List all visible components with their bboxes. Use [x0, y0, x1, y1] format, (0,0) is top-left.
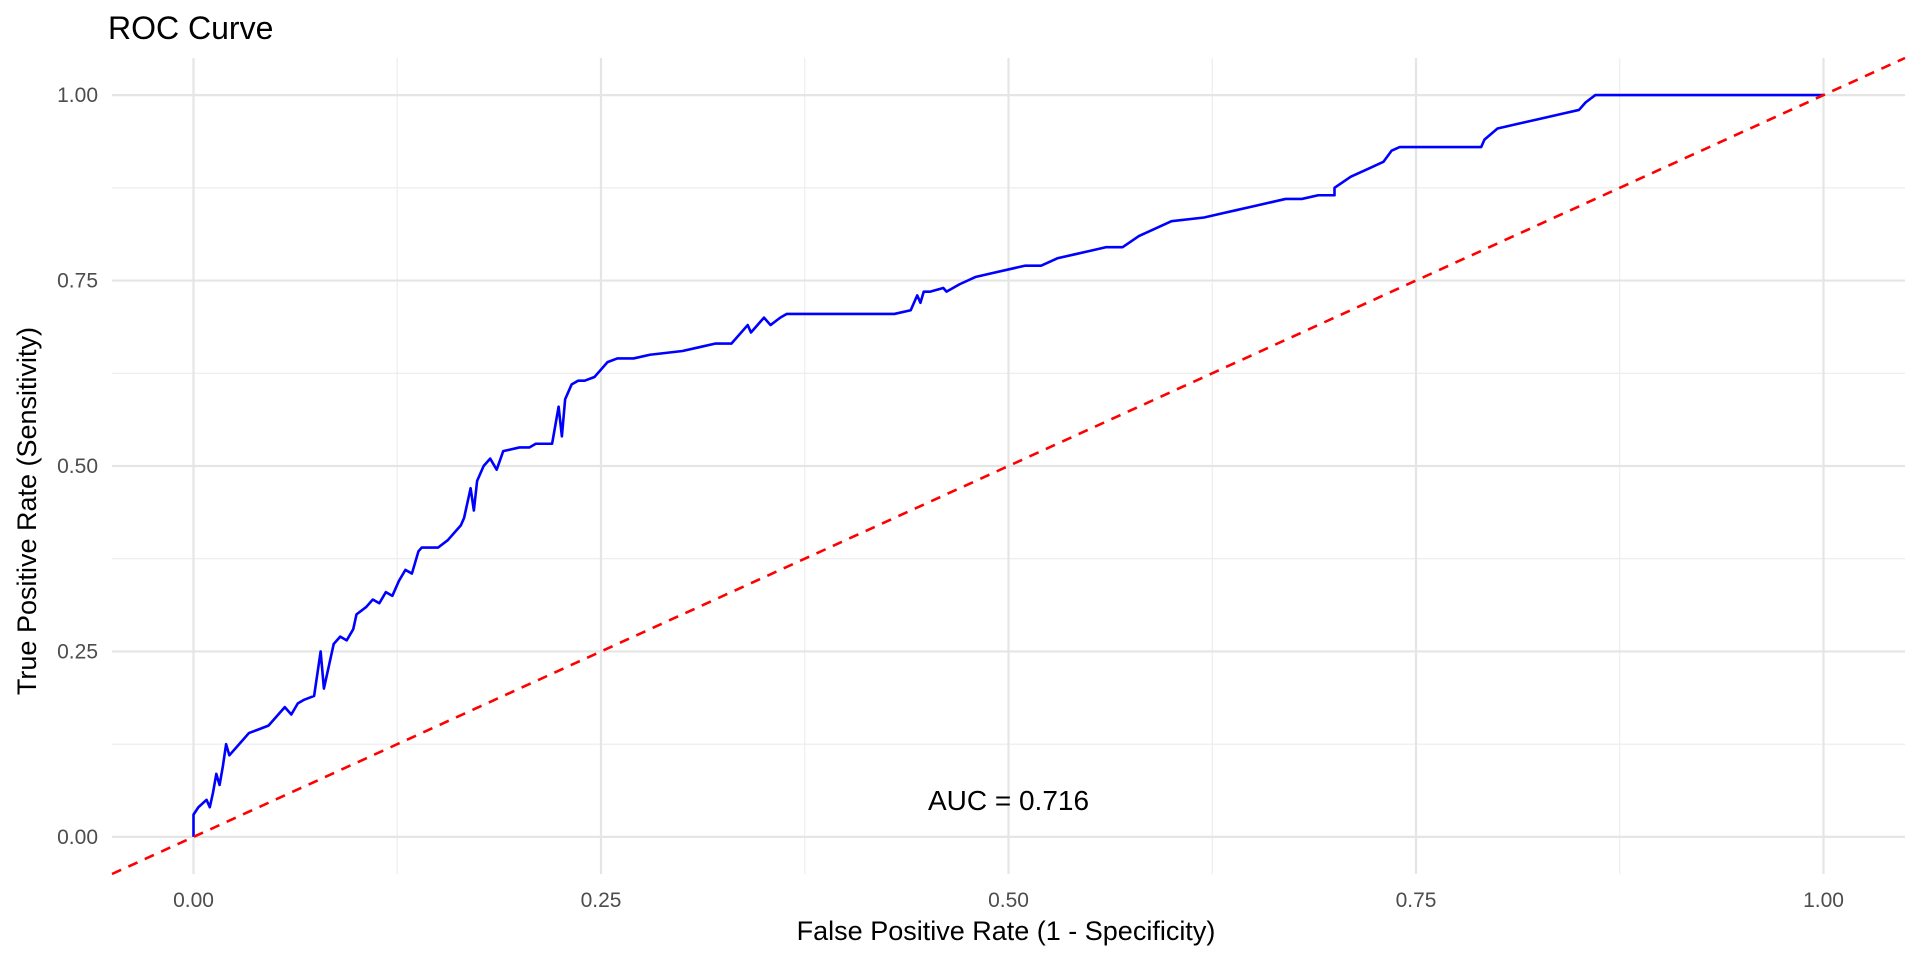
y-tick-label: 0.25 [57, 640, 98, 663]
chart-title: ROC Curve [108, 10, 273, 46]
y-axis-title: True Positive Rate (Sensitivity) [12, 327, 42, 695]
x-tick-label: 0.00 [173, 889, 214, 912]
x-tick-label: 0.25 [581, 889, 622, 912]
y-tick-label: 0.75 [57, 270, 98, 293]
x-axis-title: False Positive Rate (1 - Specificity) [797, 916, 1216, 946]
grid [112, 58, 1905, 874]
y-tick-label: 0.00 [57, 826, 98, 849]
y-tick-label: 1.00 [57, 84, 98, 107]
x-tick-label: 0.75 [1396, 889, 1437, 912]
tick-labels: 0.00 0.25 0.50 0.75 1.00 0.00 0.25 0.50 0.75 1.00 [57, 84, 1844, 912]
roc-curve-line [192, 93, 1824, 837]
auc-annotation: AUC = 0.716 [928, 785, 1089, 816]
y-tick-label: 0.50 [57, 455, 98, 478]
x-tick-label: 0.50 [988, 889, 1029, 912]
chance-diagonal-line [111, 56, 1906, 876]
x-tick-label: 1.00 [1803, 889, 1844, 912]
series-layer [111, 56, 1906, 876]
